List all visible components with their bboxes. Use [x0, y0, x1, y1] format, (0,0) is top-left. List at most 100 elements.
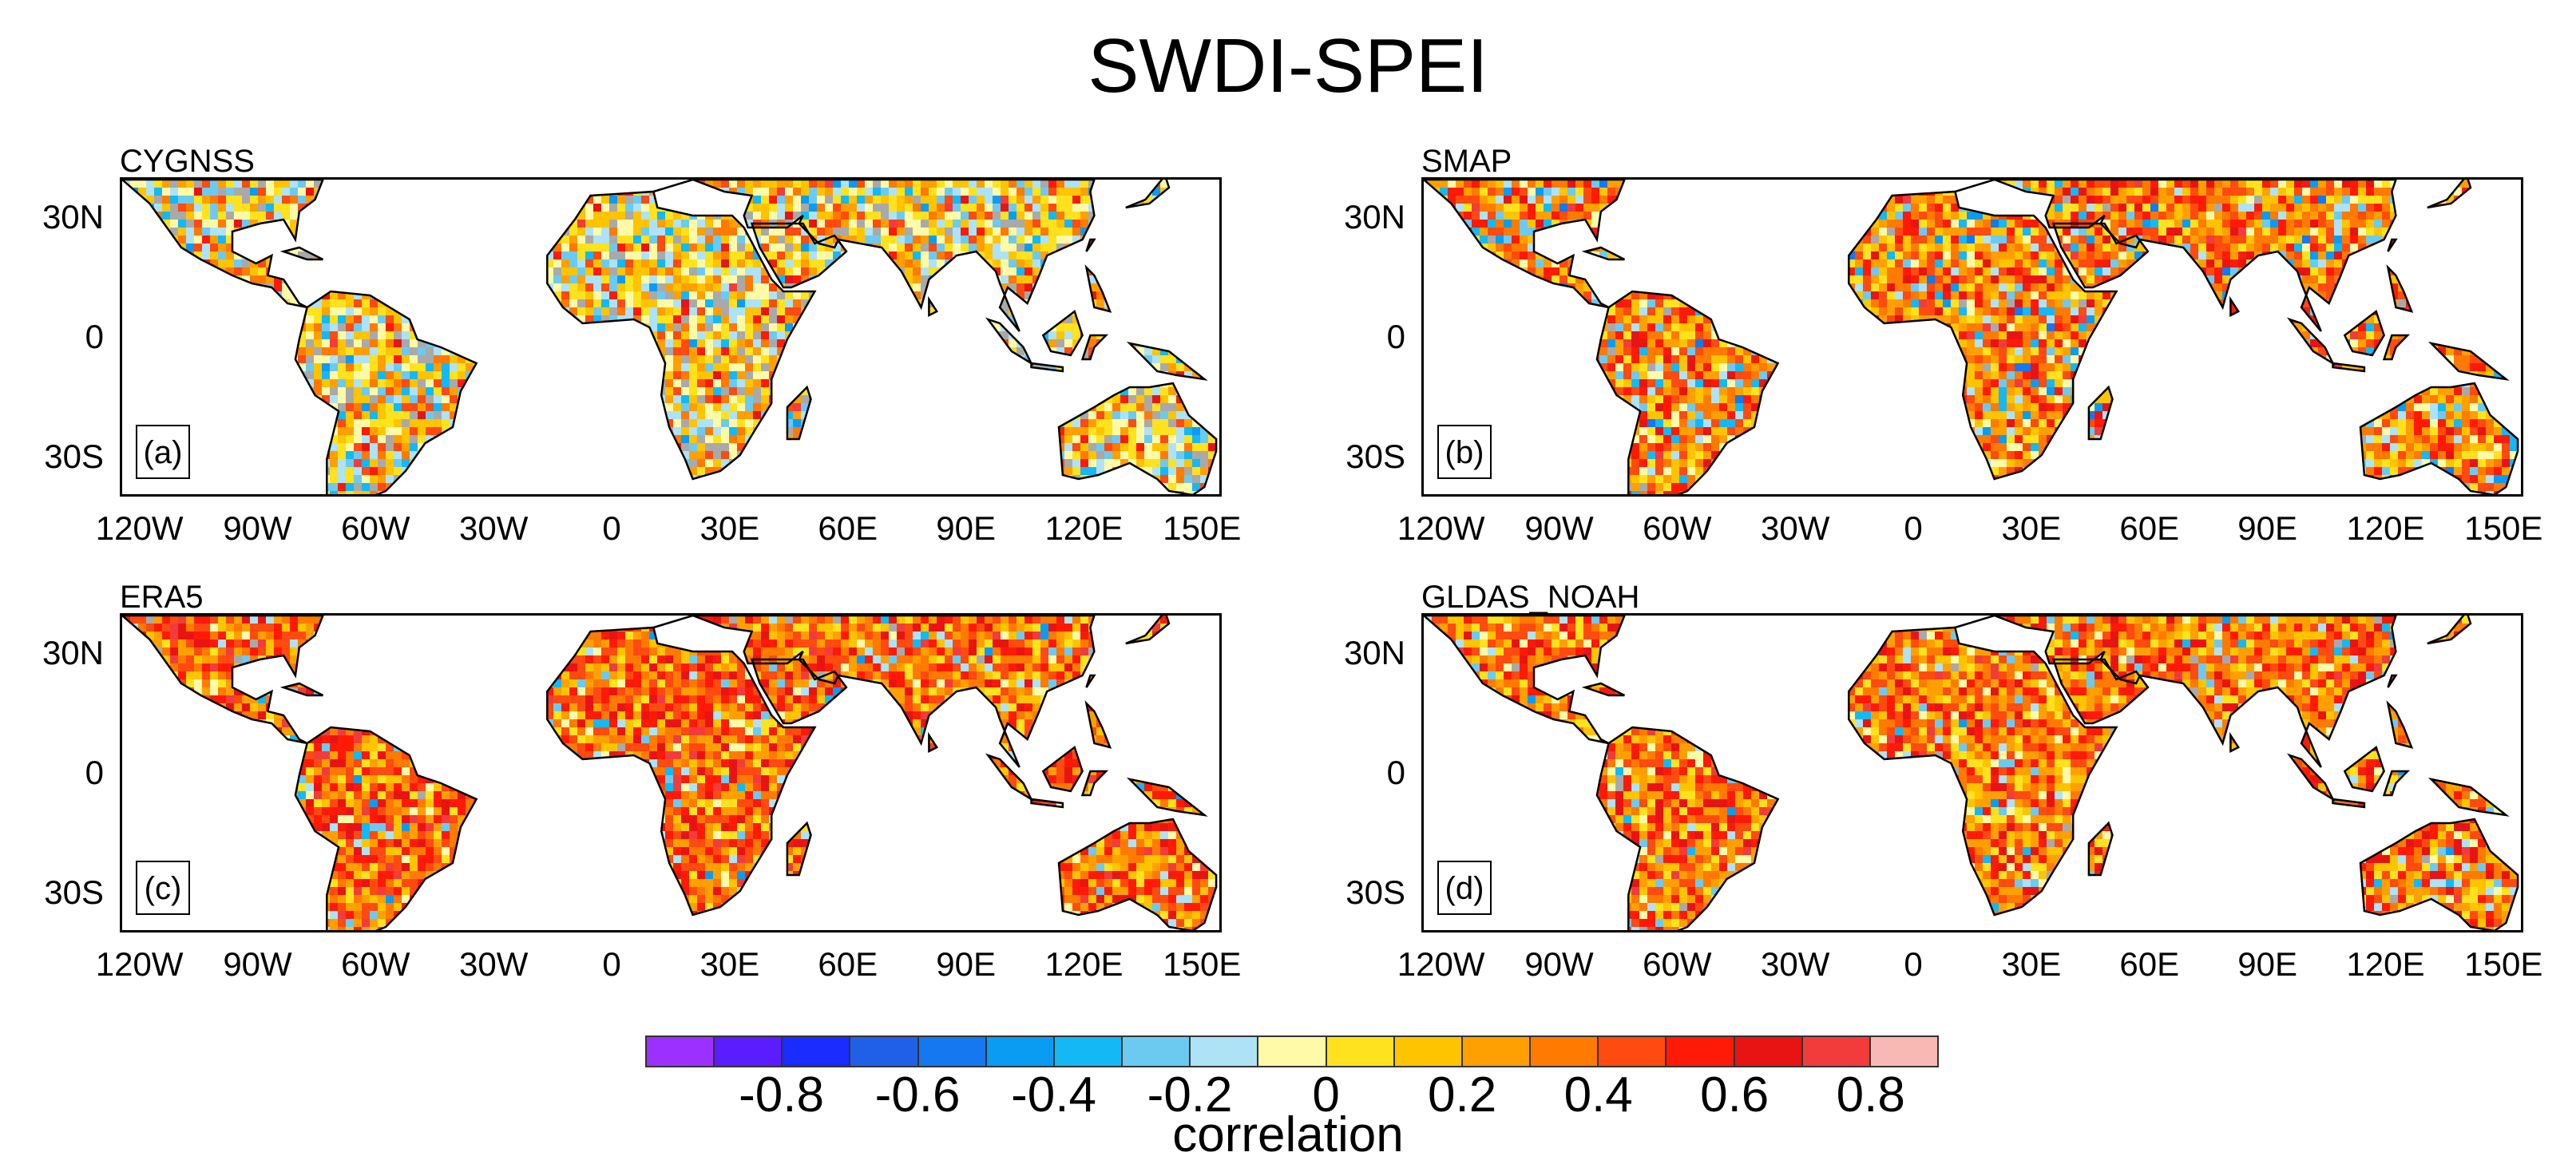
coastline-newguinea	[1126, 341, 1208, 381]
panel-tag: (b)	[1437, 425, 1492, 479]
coastline-sumatra	[985, 753, 1034, 802]
coastline-java	[1030, 362, 1064, 373]
coastline-africa	[1848, 626, 2118, 917]
panel-gldas-noah: GLDAS_NOAH (d) 30N 0 30S 120W 90W 60W 30W 0 30E 60E…	[1302, 580, 2547, 995]
coastline-philippines	[2386, 700, 2414, 749]
lat-tick-label: 0	[1318, 754, 1405, 792]
coastline-eurasia	[1955, 180, 2397, 332]
coastline-samerica	[294, 726, 478, 930]
coastline-arabia	[2051, 658, 2150, 725]
coastline-srilanka	[928, 295, 939, 318]
coastline-sumatra	[2286, 753, 2336, 802]
coastline-taiwan	[2387, 674, 2398, 688]
coastline-borneo	[1041, 745, 1084, 793]
coastline-sumatra	[985, 317, 1034, 366]
colorbar-swatch	[715, 1037, 783, 1066]
colorbar	[645, 1035, 1939, 1067]
colorbar-swatch	[1326, 1037, 1395, 1066]
lat-tick-label: 30S	[16, 873, 104, 912]
colorbar-swatch	[1394, 1037, 1463, 1066]
colorbar-swatch	[1802, 1037, 1871, 1066]
coastline-borneo	[2343, 309, 2385, 357]
lon-tick-label: 30W	[1727, 509, 1863, 548]
colorbar-swatch	[1666, 1037, 1735, 1066]
panel-era5: ERA5 (c) 30N 0 30S 120W 90W 60W 30W 0 30E 60E 90E 120…	[0, 580, 1246, 995]
lat-tick-label: 0	[16, 318, 104, 356]
coastline-cuba	[279, 246, 323, 261]
panel-tag: (d)	[1437, 861, 1492, 915]
coastline-madagascar	[786, 385, 812, 441]
lon-tick-label: 30E	[1964, 945, 2099, 984]
lat-tick-label: 0	[1318, 318, 1405, 356]
lat-tick-label: 30N	[16, 634, 104, 672]
coastline-japan	[2427, 180, 2472, 209]
lon-tick-label: 60W	[1609, 509, 1745, 548]
coastline-taiwan	[1085, 238, 1096, 252]
lon-tick-label: 90E	[2200, 945, 2336, 984]
coastline-australia	[2359, 382, 2519, 494]
panel-name: CYGNSS	[120, 144, 255, 179]
colorbar-swatch	[1870, 1037, 1937, 1066]
lon-tick-label: 90E	[2200, 509, 2336, 548]
lon-tick-label: 150E	[2435, 945, 2571, 984]
map-frame	[120, 177, 1222, 497]
coastline-philippines	[2386, 264, 2414, 313]
colorbar-swatch	[783, 1037, 851, 1066]
lon-tick-label: 120E	[1017, 945, 1152, 984]
panel-tag: (c)	[136, 861, 190, 915]
map-canvas	[1424, 180, 2519, 494]
coastline-srilanka	[2229, 731, 2241, 754]
colorbar-tick-label: -0.8	[710, 1067, 854, 1124]
coastline-arabia	[750, 658, 848, 725]
lon-tick-label: 90E	[898, 509, 1034, 548]
lon-tick-label: 60W	[1609, 945, 1745, 984]
coastline-taiwan	[2387, 238, 2398, 252]
coastline-sulawesi	[2382, 770, 2411, 797]
lon-tick-label: 60W	[307, 945, 443, 984]
lon-tick-label: 90W	[190, 509, 326, 548]
lon-tick-label: 150E	[1134, 945, 1270, 984]
colorbar-swatch	[1191, 1037, 1259, 1066]
coastline-sumatra	[2286, 317, 2336, 366]
coastline-namerica	[122, 616, 324, 745]
colorbar-tick-label: 0.4	[1527, 1067, 1670, 1124]
map-frame	[120, 613, 1222, 932]
lon-tick-label: 120W	[1373, 509, 1509, 548]
colorbar-swatch	[918, 1037, 987, 1066]
lon-tick-label: 30E	[662, 945, 798, 984]
coastline-arabia	[2051, 222, 2150, 289]
lon-tick-label: 150E	[2435, 509, 2571, 548]
map-canvas	[122, 180, 1218, 494]
coastline-namerica	[122, 180, 324, 309]
coastline-arabia	[750, 222, 848, 289]
coastline-japan	[1125, 180, 1171, 209]
coastline-eurasia	[653, 616, 1096, 768]
colorbar-title: correlation	[0, 1107, 2576, 1164]
coastline-japan	[2427, 616, 2472, 645]
panel-name: GLDAS_NOAH	[1421, 580, 1639, 615]
lon-tick-label: 60E	[780, 509, 916, 548]
colorbar-swatch	[1531, 1037, 1599, 1066]
coastline-philippines	[1084, 700, 1112, 749]
coastline-cuba	[1581, 246, 1625, 261]
colorbar-tick-label: -0.2	[1118, 1067, 1262, 1124]
map-canvas	[1424, 616, 2519, 930]
lon-tick-label: 120W	[72, 509, 208, 548]
coastline-borneo	[2343, 745, 2385, 793]
lon-tick-label: 0	[1845, 945, 1981, 984]
coastline-samerica	[294, 290, 478, 494]
colorbar-swatch	[986, 1037, 1055, 1066]
coastline-africa	[1848, 190, 2118, 481]
colorbar-swatch	[1258, 1037, 1327, 1066]
panel-tag: (a)	[136, 425, 190, 479]
coastline-namerica	[1424, 180, 1626, 309]
lon-tick-label: 120W	[72, 945, 208, 984]
colorbar-swatch	[647, 1037, 715, 1066]
coastline-sulawesi	[2382, 334, 2411, 361]
panel-name: SMAP	[1421, 144, 1512, 179]
lon-tick-label: 90E	[898, 945, 1034, 984]
lon-tick-label: 60E	[2082, 945, 2217, 984]
coastline-srilanka	[928, 731, 939, 754]
coastline-africa	[546, 190, 817, 481]
coastline-australia	[1057, 382, 1218, 494]
